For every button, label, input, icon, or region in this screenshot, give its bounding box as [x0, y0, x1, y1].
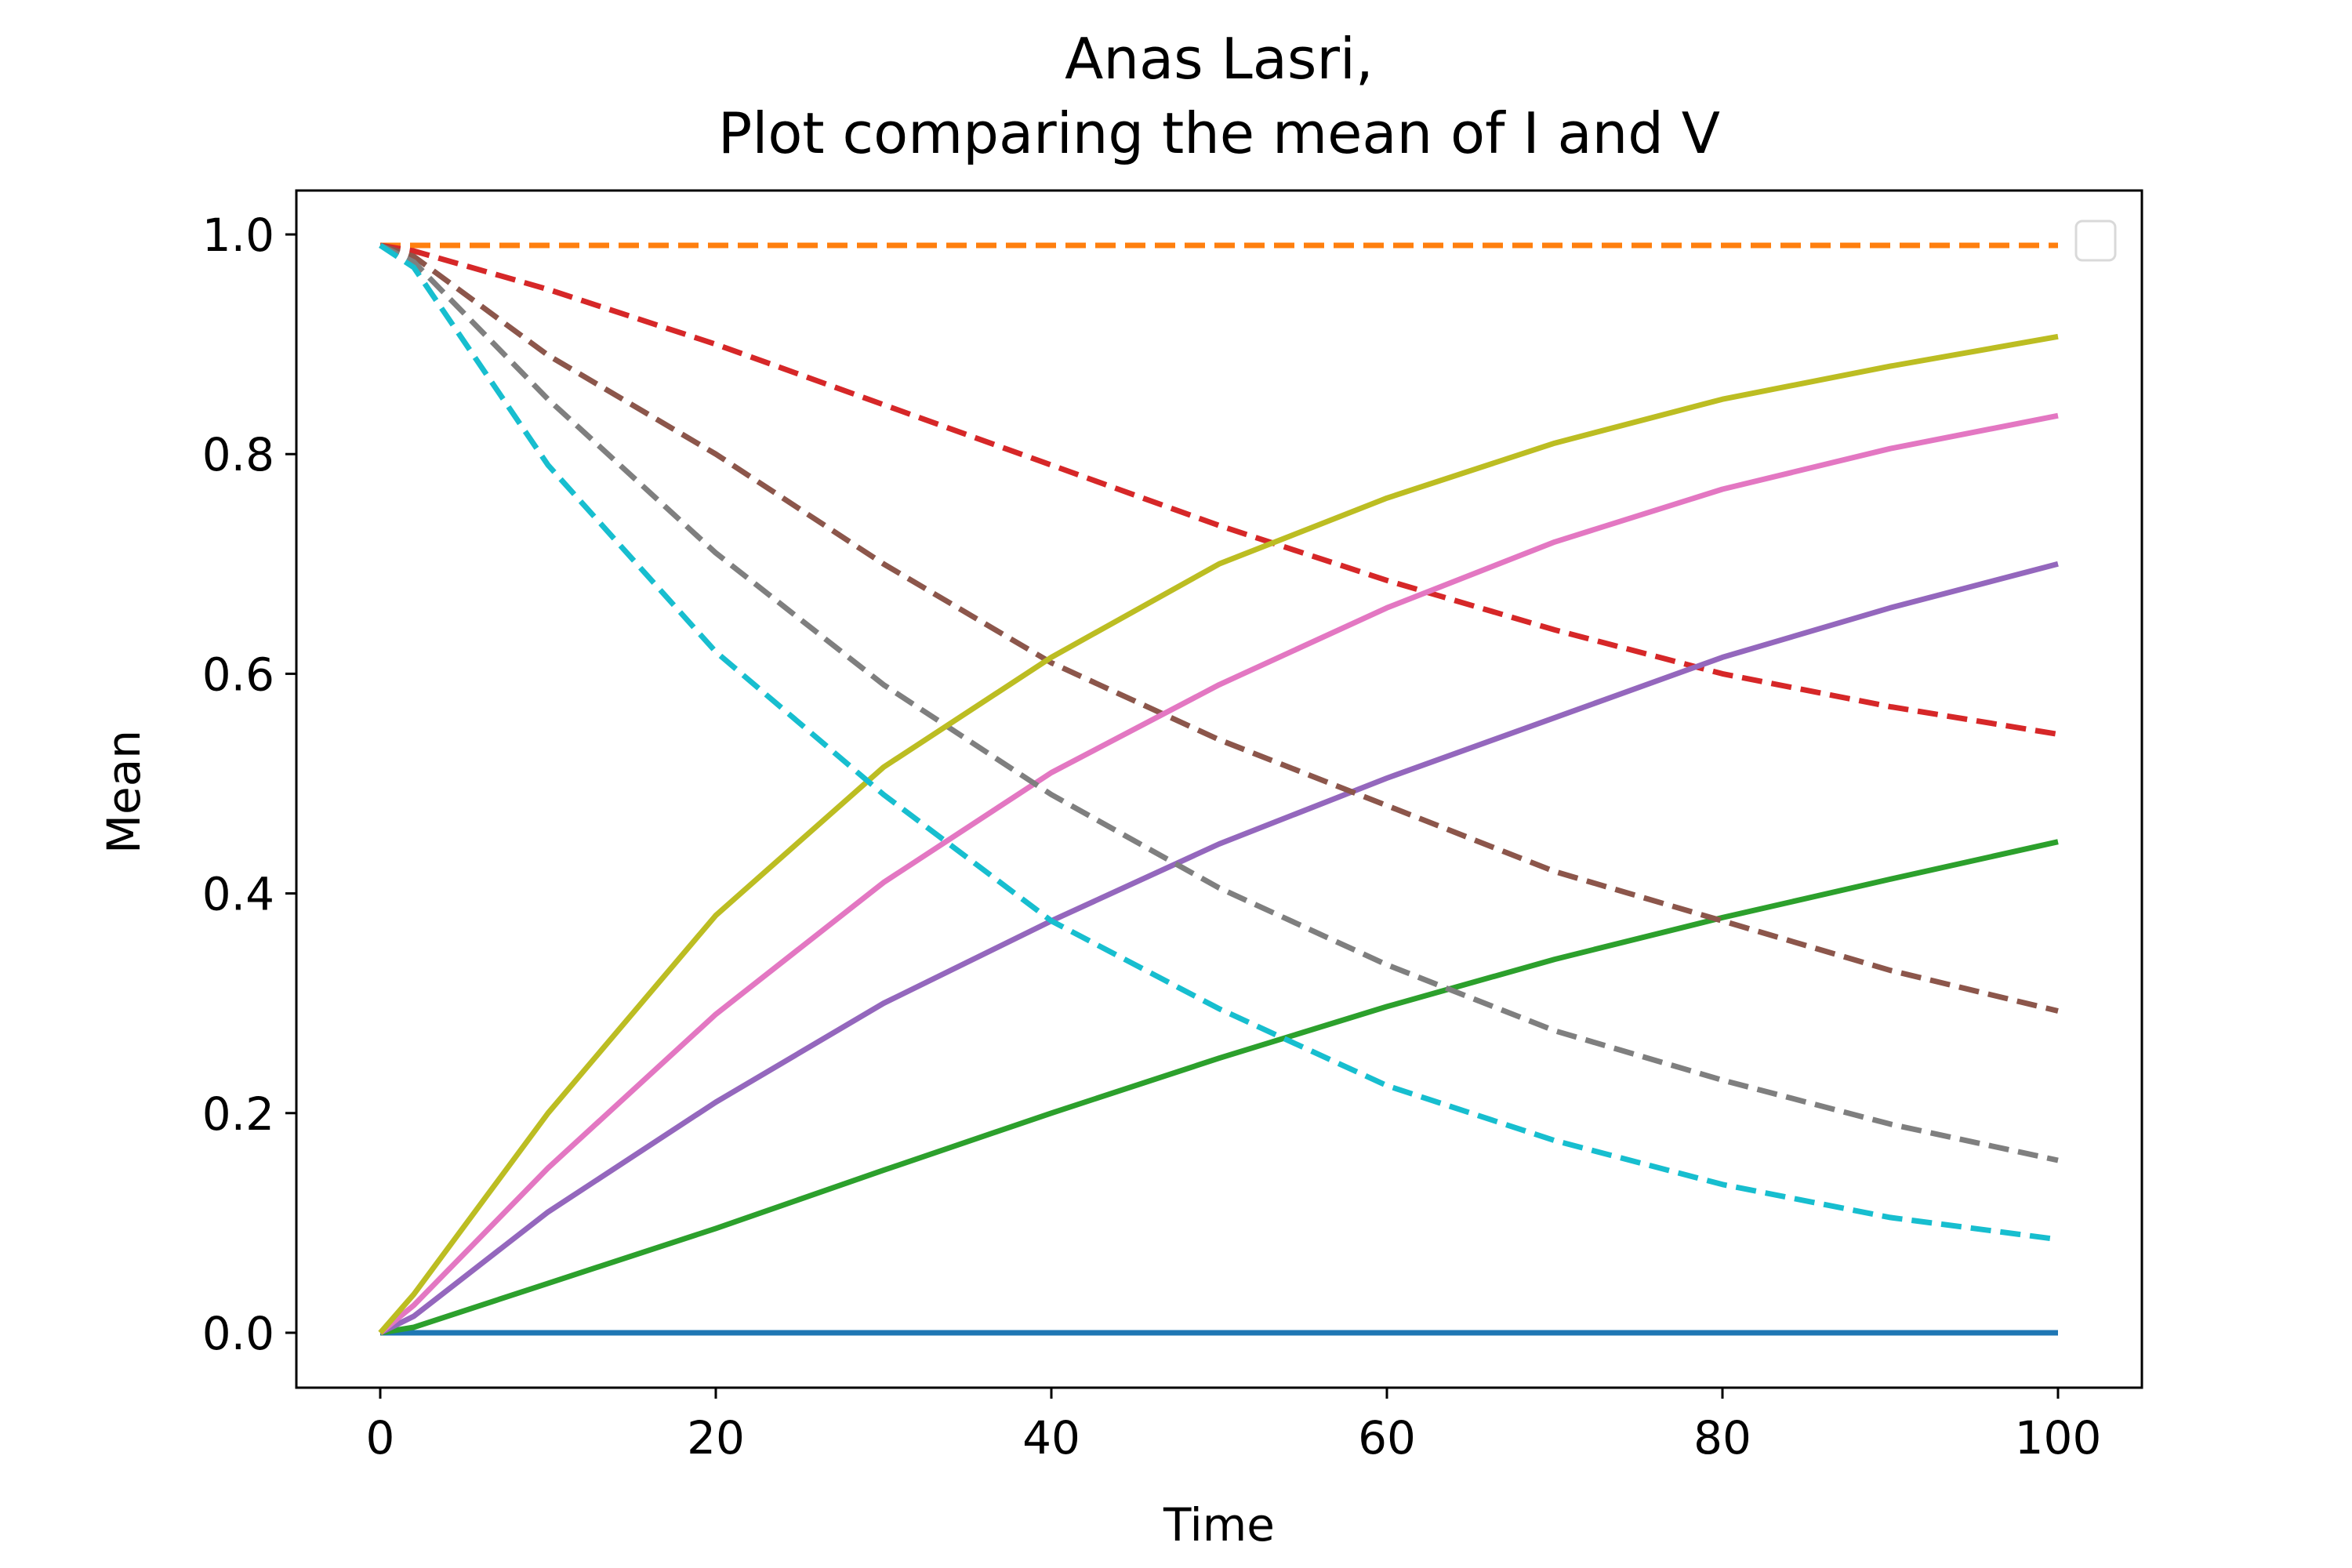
series-line-9	[379, 243, 2059, 1243]
chart-subtitle: Plot comparing the mean of I and V	[718, 100, 1720, 166]
series-line-2	[379, 839, 2059, 1336]
x-tick-label-2: 40	[1022, 1411, 1080, 1465]
x-ticks: 0 20 40 60 80 100	[366, 1388, 2102, 1465]
y-tick-label-3: 0.6	[202, 648, 274, 701]
series-line-8	[378, 333, 2059, 1335]
y-tick-label-2: 0.4	[202, 868, 274, 921]
series-line-6	[378, 412, 2059, 1335]
series-layer	[378, 242, 2059, 1336]
plot-frame	[295, 189, 2143, 1389]
series-line-5	[379, 242, 2059, 1014]
x-tick-label-3: 60	[1358, 1411, 1416, 1465]
y-tick-label-5: 1.0	[202, 209, 274, 262]
y-tick-label-1: 0.2	[202, 1087, 274, 1141]
x-tick-label-0: 0	[366, 1411, 395, 1465]
chart-title: Anas Lasri,	[1065, 26, 1374, 92]
series-line-4	[379, 561, 2059, 1336]
y-ticks: 0.0 0.2 0.4 0.6 0.8 1.0	[202, 209, 296, 1360]
x-tick-label-4: 80	[1693, 1411, 1751, 1465]
x-tick-label-1: 20	[687, 1411, 745, 1465]
y-tick-label-0: 0.0	[202, 1307, 274, 1360]
x-axis-label: Time	[1163, 1498, 1275, 1552]
y-axis-label: Mean	[97, 730, 151, 854]
series-line-3	[379, 242, 2059, 737]
y-tick-label-4: 0.8	[202, 428, 274, 481]
legend-box	[2074, 220, 2117, 262]
series-line-7	[379, 242, 2059, 1163]
x-tick-label-5: 100	[2015, 1411, 2102, 1465]
